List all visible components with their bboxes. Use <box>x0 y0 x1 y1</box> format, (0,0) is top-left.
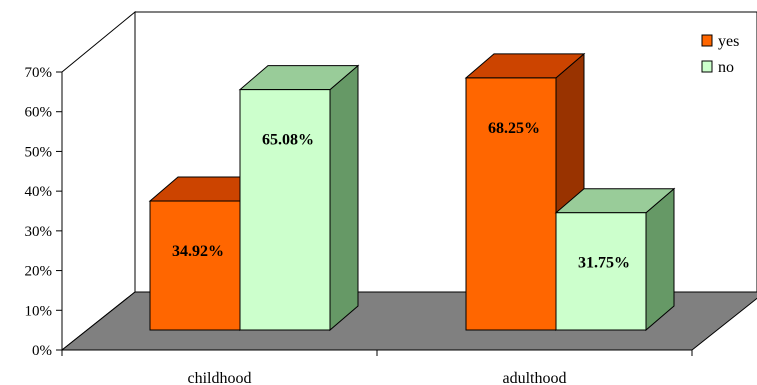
y-tick-label: 0% <box>32 343 52 359</box>
bar-side-face <box>645 187 675 332</box>
bar-front-face <box>149 200 241 331</box>
bar-front-face <box>555 212 647 331</box>
bar-no-childhood <box>238 64 360 332</box>
y-tick-label: 30% <box>25 224 53 240</box>
legend-swatch-no <box>701 60 713 73</box>
legend-swatch-yes <box>701 34 713 47</box>
y-tick-label: 50% <box>25 144 53 160</box>
bar-no-adulthood <box>554 187 676 332</box>
y-tick-label: 40% <box>25 184 53 200</box>
data-label: 68.25% <box>488 120 540 137</box>
data-label: 65.08% <box>262 132 314 149</box>
legend: yes no <box>701 33 739 76</box>
x-category-label: adulthood <box>503 370 567 385</box>
data-label: 34.92% <box>172 243 224 260</box>
x-category-label: childhood <box>188 370 252 385</box>
bar-side-face <box>329 64 359 332</box>
legend-label-no: no <box>718 59 734 76</box>
data-label: 31.75% <box>578 255 630 272</box>
legend-label-yes: yes <box>718 33 739 50</box>
y-tick-label: 10% <box>25 303 53 319</box>
chart-side-wall <box>61 10 136 352</box>
bar-front-face <box>239 89 331 331</box>
bar-yes-adulthood <box>464 52 586 332</box>
bar-front-face <box>465 77 557 331</box>
y-tick-label: 20% <box>25 264 53 280</box>
y-tick-label: 70% <box>25 65 53 81</box>
y-tick-label: 60% <box>25 105 53 121</box>
